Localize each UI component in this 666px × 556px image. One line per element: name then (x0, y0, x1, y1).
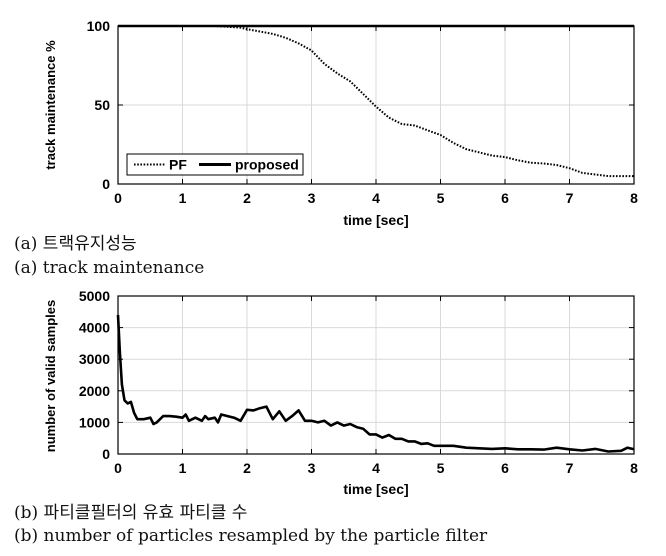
y-tick-label: 5000 (79, 288, 110, 304)
x-tick-label: 5 (437, 460, 445, 476)
x-tick-label: 1 (179, 190, 187, 206)
valid-samples-chart: 0 1 2 3 4 5 6 7 8 0 1000 2000 3000 4000 5000 time [sec… (43, 288, 638, 497)
x-tick-label: 0 (114, 460, 122, 476)
grid (118, 26, 634, 184)
y-tick-label: 0 (102, 446, 110, 462)
x-axis-label: time [sec] (343, 481, 408, 497)
x-tick-label: 2 (243, 190, 251, 206)
x-tick-label: 3 (308, 190, 316, 206)
series-layer (116, 314, 635, 453)
x-tick-label: 8 (630, 190, 638, 206)
x-tick-label: 0 (114, 190, 122, 206)
track-maintenance-chart: 0 1 2 3 4 5 6 7 8 0 50 100 time [sec] track mainten… (43, 18, 638, 228)
x-tick-label: 4 (372, 190, 380, 206)
x-tick-label: 2 (243, 460, 251, 476)
x-tick-label: 1 (179, 460, 187, 476)
x-tick-label: 8 (630, 460, 638, 476)
series-line-samples (116, 314, 635, 453)
y-axis-label: number of valid samples (43, 300, 58, 452)
x-tick-label: 4 (372, 460, 380, 476)
x-tick-label: 6 (501, 190, 509, 206)
x-tick-label: 5 (437, 190, 445, 206)
grid (118, 296, 634, 454)
legend-proposed-label: proposed (235, 157, 299, 173)
tick-labels: 0 1 2 3 4 5 6 7 8 0 1000 2000 3000 4000 5000 (79, 288, 638, 476)
caption-b-english: (b) number of particles resampled by the… (14, 526, 488, 546)
x-tick-label: 7 (566, 460, 574, 476)
y-tick-label: 1000 (79, 414, 110, 430)
y-tick-label: 3000 (79, 351, 110, 367)
x-axis-label: time [sec] (343, 212, 408, 228)
y-tick-label: 100 (87, 18, 111, 34)
tick-labels: 0 1 2 3 4 5 6 7 8 0 50 100 (87, 18, 638, 206)
y-tick-label: 0 (102, 176, 110, 192)
x-tick-label: 7 (566, 190, 574, 206)
series-line-pf (118, 25, 634, 178)
x-tick-label: 3 (308, 460, 316, 476)
y-tick-label: 2000 (79, 383, 110, 399)
y-tick-label: 50 (94, 97, 110, 113)
y-tick-label: 4000 (79, 320, 110, 336)
legend: PF proposed (126, 153, 304, 176)
legend-pf-label: PF (169, 157, 187, 173)
caption-a-english: (a) track maintenance (14, 258, 205, 278)
caption-b-korean: (b) 파티클필터의 유효 파티클 수 (14, 503, 248, 523)
x-tick-label: 6 (501, 460, 509, 476)
caption-a-korean: (a) 트랙유지성능 (14, 234, 137, 254)
y-axis-label: track maintenance % (43, 40, 58, 170)
